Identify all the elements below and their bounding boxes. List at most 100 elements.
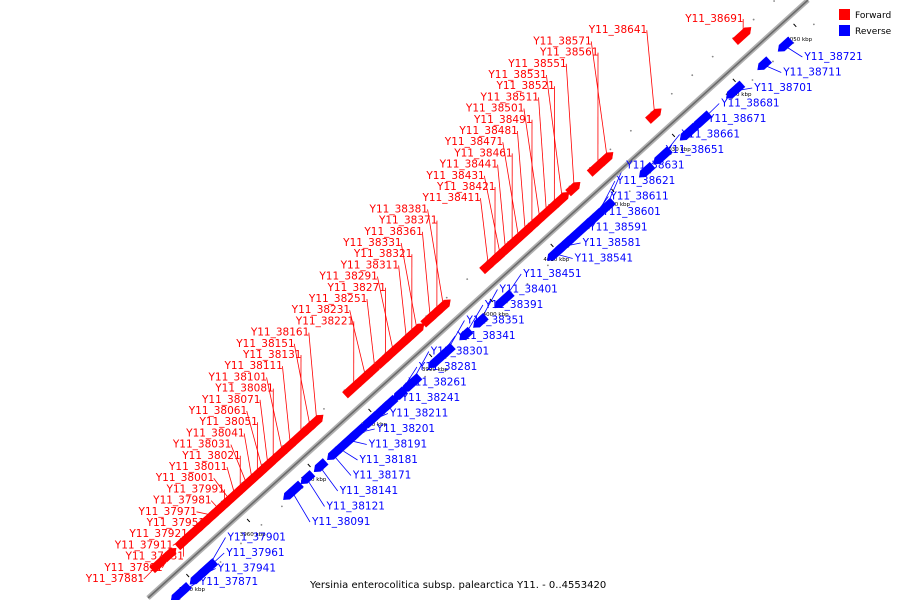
gene-label-y11_37871: Y11_37871	[199, 576, 258, 588]
gene-arrow	[283, 480, 304, 500]
label-connector	[497, 164, 506, 250]
gene-arrow	[638, 161, 656, 178]
gene-label-y11_38011: Y11_38011	[168, 461, 227, 473]
tick-mark	[611, 188, 615, 193]
backbone-core	[147, 0, 809, 599]
gene-label-y11_37991: Y11_37991	[165, 483, 224, 495]
gene-arrow	[726, 80, 746, 99]
spacer-dot	[138, 574, 141, 577]
spacer-dot	[260, 524, 263, 526]
legend-forward-swatch	[839, 9, 850, 20]
gene-arrow	[546, 243, 566, 261]
spacer-dot	[323, 407, 325, 410]
tick-mark	[793, 23, 797, 28]
label-connector	[349, 310, 366, 377]
tick-label: 4050 kbp	[786, 37, 812, 43]
label-connector	[259, 399, 269, 466]
gene-arrow	[149, 556, 168, 574]
gene-label-y11_38161: Y11_38161	[250, 327, 309, 339]
gene-arrow	[653, 146, 673, 165]
label-connector	[427, 209, 444, 307]
gene-label-y11_38431: Y11_38431	[425, 170, 484, 182]
gene-label-y11_38271: Y11_38271	[326, 282, 385, 294]
gene-label-y11_38121: Y11_38121	[326, 501, 385, 513]
gene-label-y11_38531: Y11_38531	[487, 69, 546, 81]
tick-mark	[428, 353, 433, 358]
label-connector	[306, 478, 325, 507]
label-connector	[646, 30, 656, 115]
tick-mark	[368, 408, 372, 413]
gene-shape	[546, 243, 566, 261]
gene-label-y11_38191: Y11_38191	[368, 439, 427, 451]
gene-shape	[174, 536, 190, 551]
gene-label-y11_38451: Y11_38451	[522, 268, 581, 280]
gene-shape	[473, 313, 489, 328]
label-connector	[400, 242, 418, 330]
gene-arrow	[586, 158, 607, 177]
gene-label-y11_38551: Y11_38551	[507, 58, 566, 70]
gene-arrow	[170, 582, 192, 600]
gene-arrow	[732, 27, 752, 45]
gene-label-y11_38331: Y11_38331	[342, 237, 401, 249]
label-connector	[282, 366, 291, 445]
legend-reverse-swatch	[839, 25, 850, 36]
spacer-dot	[691, 74, 694, 77]
label-connector	[590, 41, 608, 158]
spacer-dot	[773, 0, 775, 2]
label-connector	[291, 491, 311, 523]
spacer-dot	[219, 561, 222, 563]
tick-label: 3990 kbp	[422, 367, 448, 373]
gene-arrow	[757, 56, 773, 71]
gene-label-y11_37921: Y11_37921	[128, 528, 187, 540]
gene-shape	[170, 582, 192, 600]
gene-label-y11_38511: Y11_38511	[480, 91, 539, 103]
spacer-dot	[629, 129, 632, 132]
spacer-dot	[424, 375, 427, 378]
gene-label-y11_38241: Y11_38241	[401, 392, 460, 404]
gene-label-y11_38341: Y11_38341	[456, 330, 515, 342]
gene-shape	[586, 158, 607, 177]
gene-label-y11_38081: Y11_38081	[214, 383, 273, 395]
gene-label-y11_38641: Y11_38641	[588, 24, 647, 36]
spacer-dot	[466, 278, 469, 281]
gene-label-y11_38691: Y11_38691	[684, 13, 743, 25]
gene-label-y11_38251: Y11_38251	[308, 293, 367, 305]
gene-label-y11_38571: Y11_38571	[532, 35, 591, 47]
gene-arrow	[777, 36, 794, 52]
gene-label-y11_38021: Y11_38021	[181, 450, 240, 462]
legend: Forward Reverse	[839, 9, 892, 37]
spacer-dot	[628, 190, 631, 193]
gene-label-y11_38151: Y11_38151	[235, 338, 294, 350]
gene-label-y11_38501: Y11_38501	[465, 103, 524, 115]
tick-label: 4000 kbp	[483, 312, 509, 318]
spacer-dot	[751, 79, 754, 81]
gene-label-y11_38071: Y11_38071	[201, 394, 260, 406]
gene-label-y11_38681: Y11_38681	[720, 98, 779, 110]
genome-backbone	[138, 0, 815, 600]
label-connector	[398, 265, 407, 340]
gene-label-y11_38291: Y11_38291	[318, 271, 377, 283]
tick-label: 3950 kbp	[179, 587, 205, 593]
gene-arrow	[189, 566, 209, 585]
spacer-dot	[772, 60, 774, 63]
tick-mark	[550, 243, 554, 248]
gene-label-y11_38591: Y11_38591	[588, 222, 647, 234]
gene-label-y11_38351: Y11_38351	[465, 315, 524, 327]
gene-label-y11_38481: Y11_38481	[458, 125, 517, 137]
gene-label-y11_38471: Y11_38471	[444, 136, 503, 148]
gene-label-y11_38321: Y11_38321	[353, 248, 412, 260]
label-connector	[266, 377, 283, 452]
gene-shape	[342, 379, 363, 399]
gene-label-y11_38661: Y11_38661	[681, 129, 740, 141]
scale-ticks: 3950 kbp 3960 kbp 3970 kbp 3980 kbp 3990 kbp…	[179, 23, 813, 593]
tick-label: 3980 kbp	[361, 422, 387, 428]
gene-shape	[679, 122, 700, 141]
gene-label-y11_38521: Y11_38521	[495, 80, 554, 92]
gene-shape	[777, 36, 794, 52]
gene-shape	[494, 289, 515, 309]
gene-label-y11_38361: Y11_38361	[363, 226, 422, 238]
gene-label-y11_38311: Y11_38311	[340, 259, 399, 271]
tick-label: 3970 kbp	[300, 477, 326, 483]
gene-label-y11_38301: Y11_38301	[430, 346, 489, 358]
